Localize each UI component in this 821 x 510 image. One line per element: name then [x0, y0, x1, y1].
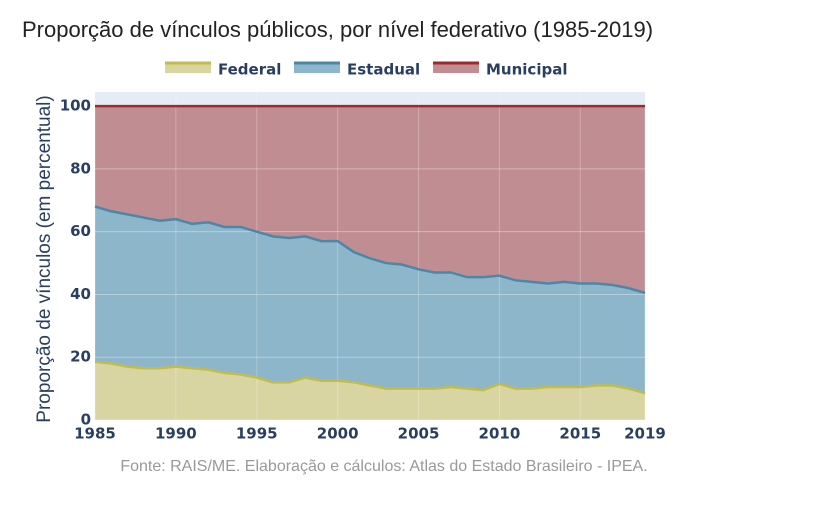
chart-title: Proporção de vínculos públicos, por níve… — [22, 17, 653, 42]
area-line — [94, 205, 646, 295]
y-tick-label: 40 — [70, 285, 91, 303]
legend-swatch — [165, 63, 211, 73]
x-tick-label: 2015 — [559, 425, 601, 443]
x-tick-label: 1990 — [155, 425, 197, 443]
y-tick-label: 100 — [60, 97, 91, 115]
x-tick-label: 2005 — [398, 425, 440, 443]
y-tick-label: 20 — [70, 348, 91, 366]
x-tick-label: 1985 — [74, 425, 116, 443]
legend-label: Federal — [218, 61, 281, 79]
area-fill — [95, 206, 645, 394]
legend-swatch — [294, 63, 340, 73]
area-line — [94, 360, 646, 395]
y-tick-label: 0 — [81, 411, 91, 429]
legend-swatch — [433, 63, 479, 73]
legend-label: Municipal — [486, 61, 567, 79]
legend-label: Estadual — [347, 61, 420, 79]
x-tick-label: 2019 — [624, 425, 666, 443]
y-tick-label: 80 — [70, 159, 91, 177]
x-tick-label: 2000 — [317, 425, 359, 443]
area-fill — [95, 106, 645, 293]
y-tick-label: 60 — [70, 222, 91, 240]
area-fill — [95, 361, 645, 420]
y-axis-label: Proporção de vínculos (em percentual) — [34, 95, 55, 422]
x-tick-label: 2010 — [479, 425, 521, 443]
source-note: Fonte: RAIS/ME. Elaboração e cálculos: A… — [120, 458, 647, 475]
x-tick-label: 1995 — [236, 425, 278, 443]
